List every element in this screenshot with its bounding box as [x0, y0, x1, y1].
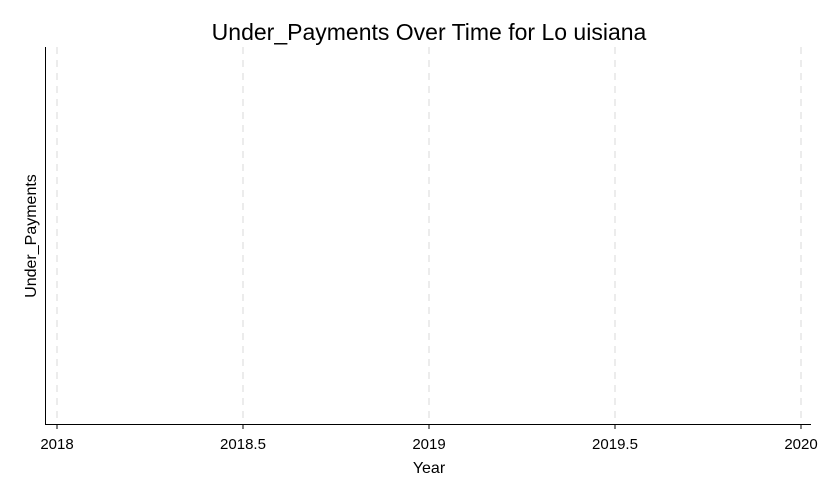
- x-axis-label: Year: [413, 460, 446, 477]
- chart-title: Under_Payments Over Time for Lo uisiana: [212, 19, 647, 45]
- x-tick-label: 2018.5: [220, 436, 266, 453]
- y-axis-label: Under_Payments: [23, 174, 40, 298]
- x-tick-label: 2020: [784, 436, 817, 453]
- x-tick-label: 2018: [40, 436, 73, 453]
- x-tick-label: 2019: [412, 436, 445, 453]
- x-tick-label: 2019.5: [592, 436, 638, 453]
- x-gridlines: [56, 47, 802, 424]
- x-ticks: 2018 2018.5 2019 2019.5 2020: [40, 424, 818, 453]
